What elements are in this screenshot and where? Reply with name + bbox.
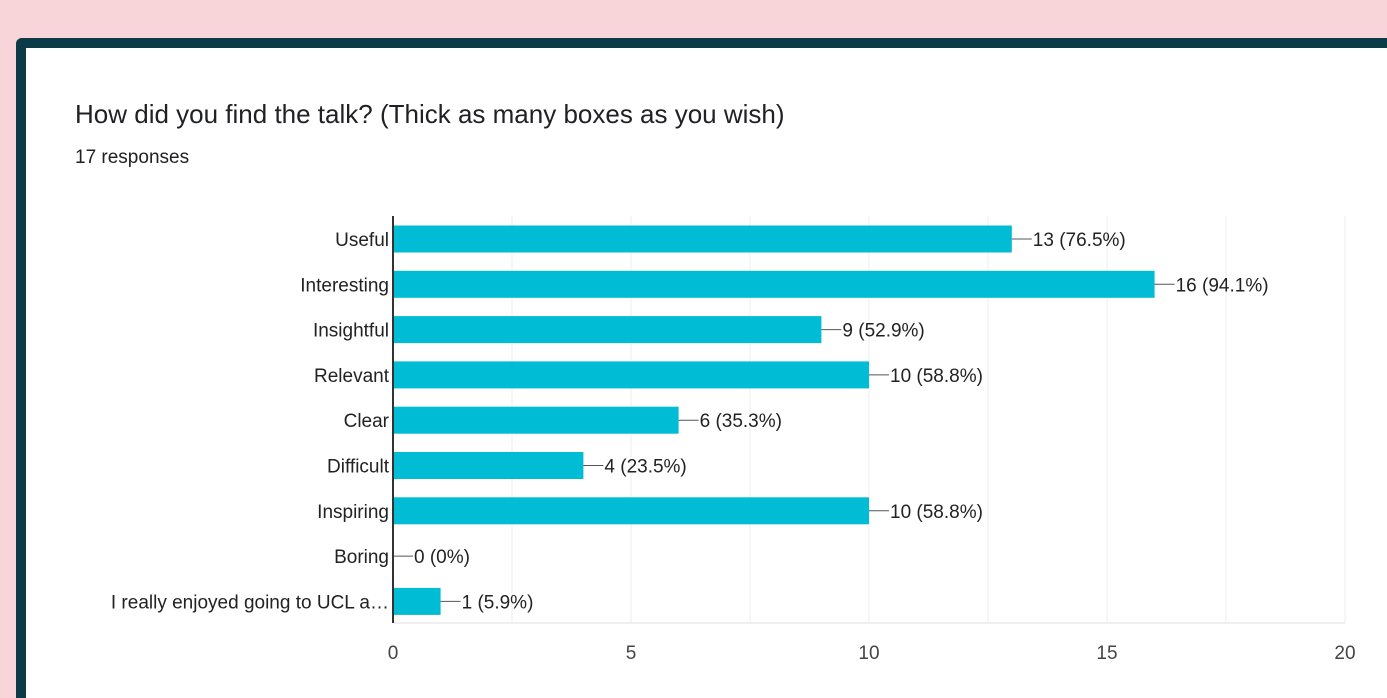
category-label: Inspiring [317,502,389,523]
data-label: 10 (58.8%) [890,366,983,387]
data-label: 6 (35.3%) [700,411,782,432]
data-label: 16 (94.1%) [1176,275,1269,296]
category-label: Useful [335,230,389,251]
data-label: 1 (5.9%) [462,592,534,613]
category-label: Boring [334,547,389,568]
data-label: 0 (0%) [414,547,470,568]
category-label: I really enjoyed going to UCL a… [111,592,389,613]
response-count: 17 responses [75,147,190,168]
bar [393,225,1012,253]
x-tick-label: 15 [1096,643,1117,664]
category-label: Difficult [327,457,390,478]
bar [393,361,869,389]
bar [393,406,679,434]
x-tick-label: 20 [1334,643,1355,664]
data-label: 9 (52.9%) [842,321,924,342]
category-label: Clear [344,411,390,432]
x-tick-label: 5 [626,643,637,664]
bar [393,316,822,344]
bar [393,497,869,525]
x-tick-label: 0 [388,643,399,664]
data-label: 4 (23.5%) [604,457,686,478]
category-label: Interesting [300,275,389,296]
category-label: Insightful [313,321,389,342]
category-label: Relevant [314,366,390,387]
x-tick-label: 10 [858,643,879,664]
bar [393,452,584,479]
data-label: 10 (58.8%) [890,502,983,523]
bar [393,270,1155,298]
data-label: 13 (76.5%) [1033,230,1126,251]
question-title: How did you find the talk? (Thick as man… [75,99,785,129]
bar [393,587,441,615]
